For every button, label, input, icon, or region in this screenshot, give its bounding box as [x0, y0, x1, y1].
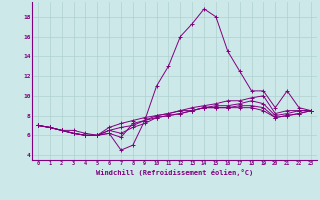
X-axis label: Windchill (Refroidissement éolien,°C): Windchill (Refroidissement éolien,°C): [96, 169, 253, 176]
